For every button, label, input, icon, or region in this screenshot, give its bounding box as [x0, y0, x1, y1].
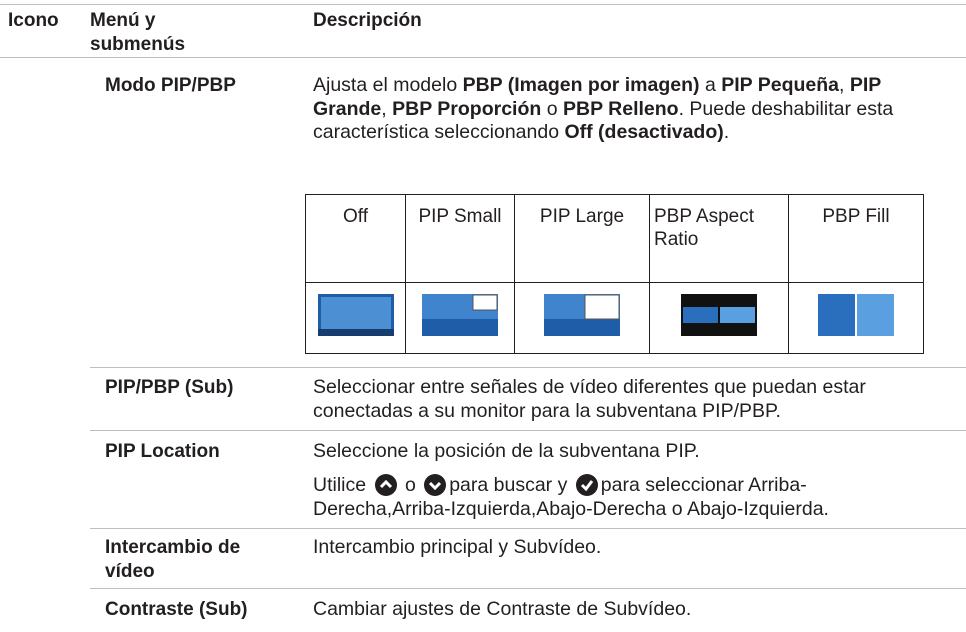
note-text: para seleccionar Arriba-Derecha,Arriba-I…: [313, 474, 829, 520]
description: Intercambio principal y Subvídeo.: [313, 536, 602, 558]
header-menu: Menú y submenús: [90, 10, 186, 55]
mode-table: Off PIP Small PIP Large PBP Aspect Ratio…: [305, 194, 924, 354]
check-icon: [575, 474, 598, 496]
mode-name: Off: [305, 194, 406, 283]
thumb: [405, 282, 515, 354]
header-icon: Icono: [8, 10, 59, 31]
menu-item: PIP/PBP (Sub): [105, 377, 234, 398]
thumb-pip-large: [544, 294, 620, 336]
thumb: [514, 282, 650, 354]
thumb: [788, 282, 924, 354]
menu-item: Intercambio de vídeo: [105, 537, 241, 582]
note-text: Utilice: [313, 474, 372, 496]
bold-text: PBP Proporción: [392, 97, 542, 120]
rule: [90, 430, 966, 431]
menu-item: Modo PIP/PBP: [105, 75, 236, 96]
thumb: [305, 282, 406, 354]
description: Ajusta el modelo PBP (Imagen por imagen)…: [313, 74, 928, 145]
text: ,: [839, 74, 850, 96]
note-text: o: [404, 474, 422, 496]
text: a: [699, 74, 722, 96]
thumb-pbp-fill: [818, 294, 894, 336]
thumb-pip-small: [422, 294, 498, 336]
text: o: [541, 97, 563, 120]
thumb-pbp-aspect: [681, 294, 757, 336]
text: ,: [381, 97, 393, 120]
note: Utilice o para buscar y para seleccionar…: [313, 474, 928, 521]
mode-name: PBP Fill: [788, 194, 924, 283]
rule: [0, 57, 966, 58]
bold-text: PIP Grande: [313, 74, 881, 120]
down-icon: [424, 474, 447, 496]
text: Ajusta el modelo: [313, 74, 463, 96]
thumb: [649, 282, 789, 354]
note-text: para buscar y: [449, 474, 573, 496]
rule: [90, 528, 966, 529]
text: . Puede deshabilitar esta característica…: [313, 97, 894, 144]
rule: [90, 588, 966, 589]
menu-item: Contraste (Sub): [105, 599, 248, 620]
up-icon: [374, 474, 397, 496]
bold-text: PBP (Imagen por imagen): [462, 74, 700, 96]
text: .: [723, 121, 730, 143]
thumb-off: [317, 294, 394, 336]
bold-text: Off (desactivado): [564, 121, 724, 143]
rule: [0, 4, 966, 5]
menu-item: PIP Location: [105, 441, 220, 462]
mode-name: PIP Small: [405, 194, 515, 283]
mode-name: PBP Aspect Ratio: [649, 194, 789, 283]
header-description: Descripción: [313, 10, 422, 31]
description: Cambiar ajustes de Contraste de Subvídeo…: [313, 598, 692, 620]
bold-text: PBP Relleno: [562, 97, 679, 120]
mode-name: PIP Large: [514, 194, 650, 283]
description: Seleccione la posición de la subventana …: [313, 440, 700, 462]
description: Seleccionar entre señales de vídeo difer…: [313, 376, 866, 422]
bold-text: PIP Pequeña: [721, 74, 839, 96]
rule: [90, 367, 966, 368]
